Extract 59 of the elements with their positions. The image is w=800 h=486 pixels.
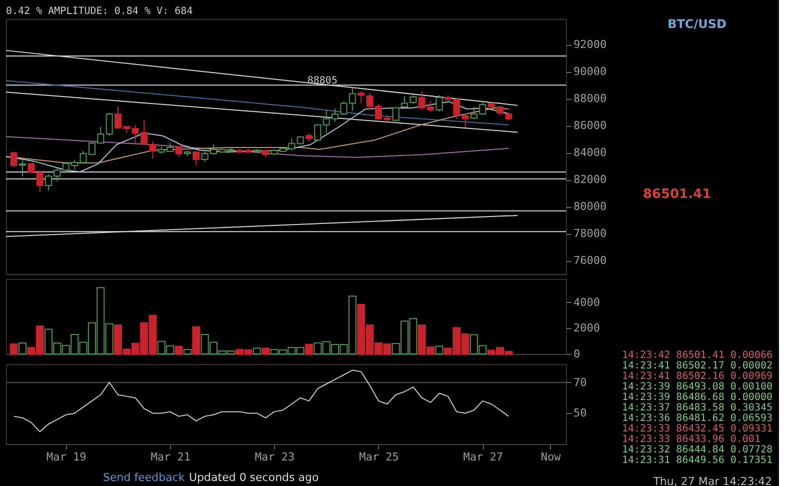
bar xyxy=(10,343,18,354)
x-tick-label: Mar 25 xyxy=(359,450,399,464)
y-tick-label: 80000 xyxy=(574,200,607,214)
bar xyxy=(18,342,26,354)
text: BTC/USD xyxy=(668,17,726,31)
candlestick xyxy=(348,87,356,112)
y-tick-label: 76000 xyxy=(574,254,607,268)
bar xyxy=(305,344,314,354)
bar xyxy=(435,346,444,354)
candlestick xyxy=(106,112,113,136)
y-tick-label: 92000 xyxy=(574,38,607,52)
bar xyxy=(183,348,192,354)
text: 14:23:39 86493.08 0.00100 xyxy=(622,382,773,392)
text: 14:23:31 86449.56 0.17351 xyxy=(622,455,773,466)
candlestick xyxy=(10,152,18,168)
bar xyxy=(262,348,270,354)
x-tick-label: Mar 27 xyxy=(463,450,504,464)
x-tick-label: Mar 21 xyxy=(150,450,190,464)
text: 86501.41 xyxy=(642,187,712,202)
candlestick xyxy=(462,112,469,128)
line-series xyxy=(13,370,510,432)
y-tick-label: 4000 xyxy=(574,296,600,309)
text: 14:23:33 86433.96 0.001 xyxy=(622,434,760,445)
y-tick-label: 2000 xyxy=(574,322,600,335)
text: 14:23:39 86486.68 0.00000 xyxy=(622,392,773,403)
text: 0.42 % AMPLITUDE: 0.84 % V: 684 xyxy=(6,6,193,17)
text: 14:23:41 86502.17 0.00002 xyxy=(622,360,773,372)
bar xyxy=(192,326,200,354)
candlestick xyxy=(392,106,400,122)
candlestick xyxy=(192,150,200,166)
y-tick-label: 88000 xyxy=(574,92,607,106)
y-tick-label: 78000 xyxy=(574,227,607,240)
y-tick-label: 50 xyxy=(574,406,587,420)
y-tick-label: 84000 xyxy=(574,146,607,160)
text: 14:23:33 86432.45 0.09331 xyxy=(622,424,773,434)
candlestick xyxy=(314,124,322,142)
y-tick-label: 82000 xyxy=(574,173,607,186)
bar xyxy=(174,346,183,354)
y-tick-label: 70 xyxy=(574,376,587,389)
text: 14:23:36 86481.62 0.06593 xyxy=(622,413,773,424)
x-tick-label: Mar 23 xyxy=(254,450,295,464)
y-tick-label: 86000 xyxy=(574,119,607,132)
candlestick xyxy=(18,158,26,177)
text: Thu, 27 Mar 14:23:42 xyxy=(652,475,772,486)
candlestick xyxy=(436,94,443,112)
text: 14:23:32 86444.84 0.07728 xyxy=(622,444,773,456)
y-tick-label: 0 xyxy=(574,348,580,360)
candlestick xyxy=(358,90,365,104)
text: Updated 0 seconds ago xyxy=(189,471,319,484)
y-tick-label: 90000 xyxy=(574,65,607,78)
annotation: 88805 xyxy=(307,76,338,87)
bar xyxy=(252,348,261,354)
text: 14:23:41 86502.16 0.00969 xyxy=(622,371,773,382)
text: Send feedback xyxy=(103,471,186,484)
candlestick xyxy=(36,170,44,193)
text: 14:23:37 86483.58 0.30345 xyxy=(622,402,773,414)
x-tick-label: Now xyxy=(540,450,562,464)
x-tick-label: Mar 19 xyxy=(46,450,86,464)
text: 14:23:42 86501.41 0.00066 xyxy=(622,350,773,361)
